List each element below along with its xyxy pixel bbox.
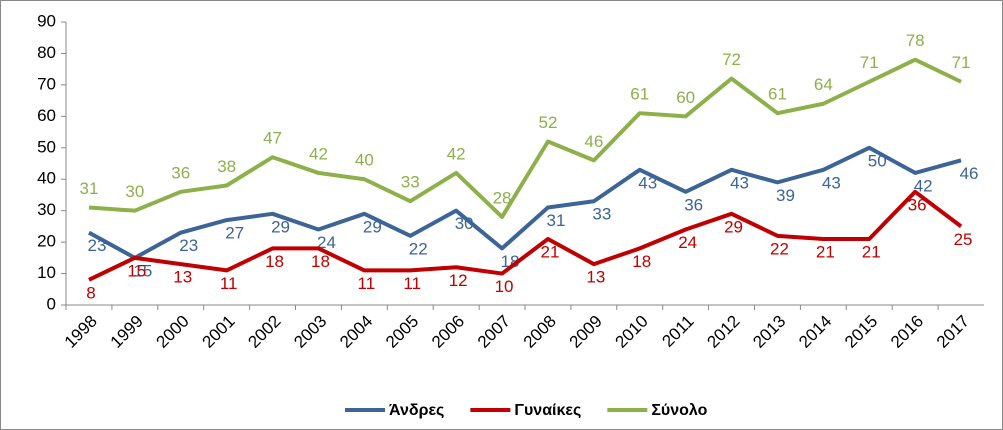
legend-label: Γυναίκες bbox=[514, 402, 581, 419]
data-label: 31 bbox=[546, 211, 565, 230]
data-label: 30 bbox=[125, 182, 144, 201]
data-label: 71 bbox=[952, 53, 971, 72]
data-label: 21 bbox=[816, 242, 835, 261]
data-label: 22 bbox=[409, 239, 428, 258]
data-label: 36 bbox=[684, 195, 703, 214]
legend-label: Άνδρες bbox=[389, 402, 444, 419]
data-label: 23 bbox=[179, 236, 198, 255]
data-label: 24 bbox=[678, 233, 697, 252]
y-tick-label: 80 bbox=[37, 43, 56, 62]
data-label: 30 bbox=[455, 214, 474, 233]
data-label: 27 bbox=[225, 224, 244, 243]
data-label: 78 bbox=[906, 31, 925, 50]
data-label: 24 bbox=[317, 233, 336, 252]
data-label: 60 bbox=[676, 88, 695, 107]
data-label: 11 bbox=[220, 274, 238, 293]
legend-label: Σύνολο bbox=[651, 402, 707, 419]
data-label: 50 bbox=[868, 151, 887, 170]
data-label: 29 bbox=[271, 217, 290, 236]
data-label: 38 bbox=[217, 157, 236, 176]
data-label: 21 bbox=[540, 242, 559, 261]
data-label: 61 bbox=[630, 85, 649, 104]
y-tick-label: 0 bbox=[47, 294, 56, 313]
y-tick-label: 60 bbox=[37, 106, 56, 125]
data-label: 42 bbox=[914, 176, 933, 195]
data-label: 11 bbox=[403, 274, 421, 293]
data-label: 39 bbox=[776, 186, 795, 205]
data-label: 15 bbox=[133, 261, 152, 280]
y-tick-label: 40 bbox=[37, 169, 56, 188]
data-label: 46 bbox=[584, 132, 603, 151]
data-label: 29 bbox=[724, 217, 743, 236]
data-label: 25 bbox=[954, 230, 973, 249]
data-label: 10 bbox=[495, 277, 514, 296]
data-label: 33 bbox=[592, 205, 611, 224]
data-label: 13 bbox=[586, 268, 605, 287]
series-line bbox=[88, 189, 963, 282]
y-tick-label: 90 bbox=[37, 11, 56, 30]
data-label: 33 bbox=[401, 173, 420, 192]
data-label: 11 bbox=[358, 274, 376, 293]
data-label: 46 bbox=[960, 164, 979, 183]
data-label: 18 bbox=[311, 252, 330, 271]
data-label: 13 bbox=[173, 268, 192, 287]
series-line bbox=[88, 57, 962, 219]
data-label: 64 bbox=[814, 75, 833, 94]
data-label: 71 bbox=[860, 53, 879, 72]
y-tick-label: 30 bbox=[37, 200, 56, 219]
data-label: 72 bbox=[722, 50, 741, 69]
data-label: 43 bbox=[638, 173, 657, 192]
series-line bbox=[87, 145, 962, 260]
data-label: 18 bbox=[632, 252, 651, 271]
data-label: 42 bbox=[309, 144, 328, 163]
data-label: 21 bbox=[862, 242, 881, 261]
data-label: 52 bbox=[538, 113, 557, 132]
data-label: 61 bbox=[768, 85, 787, 104]
data-label: 22 bbox=[770, 239, 789, 258]
y-tick-label: 10 bbox=[37, 263, 56, 282]
y-tick-label: 50 bbox=[37, 137, 56, 156]
data-label: 42 bbox=[447, 144, 466, 163]
data-label: 31 bbox=[79, 179, 98, 198]
data-label: 36 bbox=[171, 163, 190, 182]
data-label: 23 bbox=[87, 236, 106, 255]
data-label: 15 bbox=[127, 261, 146, 280]
y-tick-label: 20 bbox=[37, 232, 56, 251]
data-label: 40 bbox=[355, 151, 374, 170]
y-tick-label: 70 bbox=[37, 74, 56, 93]
data-label: 8 bbox=[86, 283, 95, 302]
data-label: 36 bbox=[908, 195, 927, 214]
data-label: 43 bbox=[822, 173, 841, 192]
data-label: 12 bbox=[449, 271, 468, 290]
data-label: 47 bbox=[263, 129, 282, 148]
data-label: 28 bbox=[493, 188, 512, 207]
data-label: 43 bbox=[730, 173, 749, 192]
data-label: 18 bbox=[265, 252, 284, 271]
data-label: 29 bbox=[363, 217, 382, 236]
